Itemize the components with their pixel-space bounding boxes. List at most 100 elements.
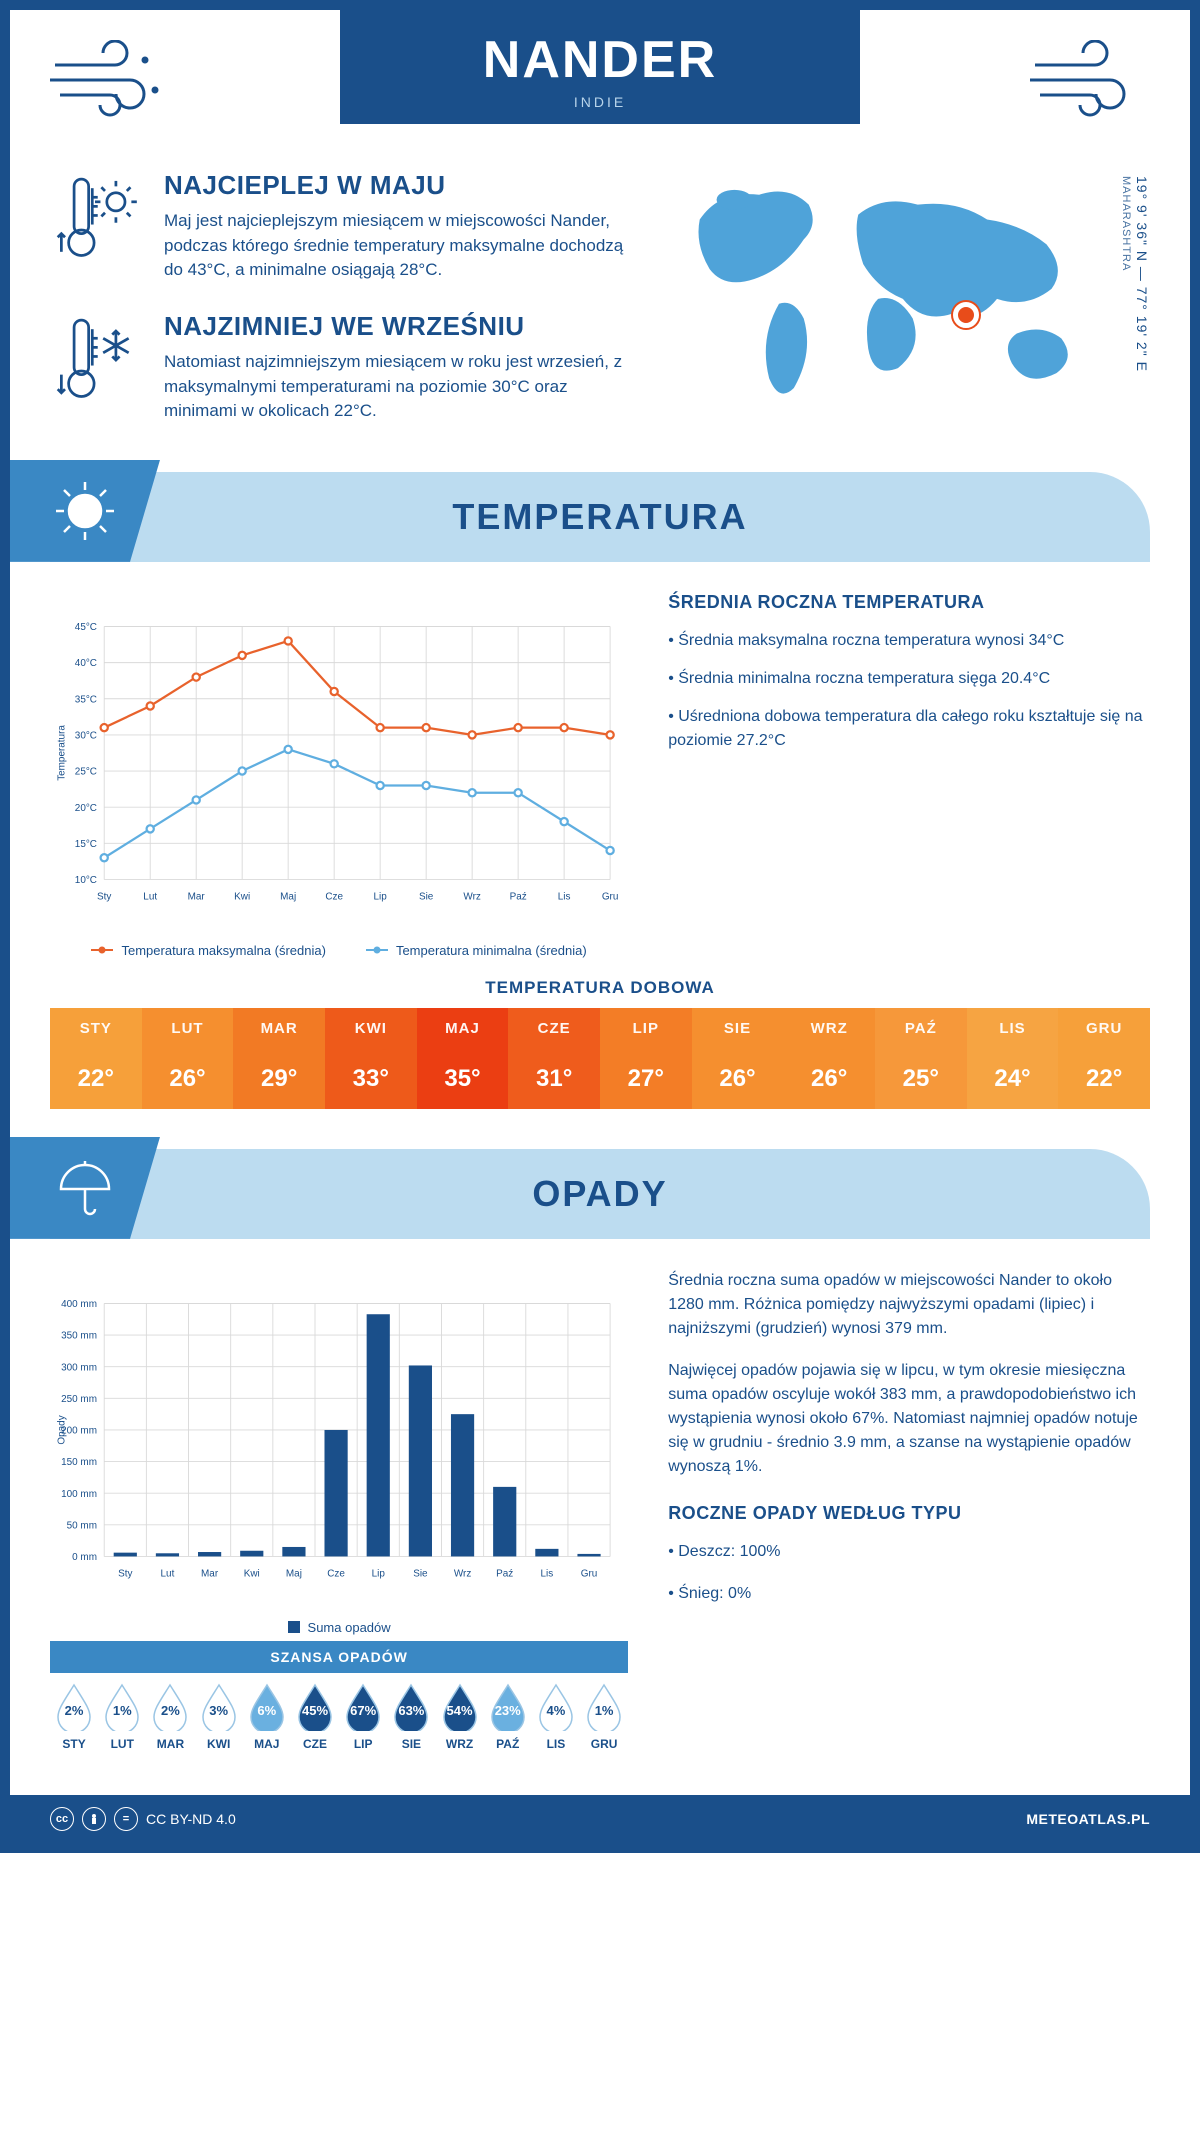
section-title: OPADY bbox=[532, 1173, 667, 1215]
daily-value: 22° bbox=[50, 1049, 142, 1109]
wind-icon bbox=[1025, 40, 1155, 125]
svg-text:Kwi: Kwi bbox=[244, 1568, 260, 1579]
fact-coldest: NAJZIMNIEJ WE WRZEŚNIU Natomiast najzimn… bbox=[50, 311, 640, 424]
svg-text:0 mm: 0 mm bbox=[72, 1552, 97, 1563]
svg-text:Paź: Paź bbox=[496, 1568, 513, 1579]
svg-text:30°C: 30°C bbox=[75, 730, 97, 741]
svg-text:100 mm: 100 mm bbox=[61, 1489, 97, 1500]
temp-summary: ŚREDNIA ROCZNA TEMPERATURA • Średnia mak… bbox=[668, 592, 1150, 958]
svg-text:Cze: Cze bbox=[327, 1568, 345, 1579]
svg-text:25°C: 25°C bbox=[75, 766, 97, 777]
daily-month: GRU bbox=[1058, 1008, 1150, 1049]
daily-month: MAJ bbox=[417, 1008, 509, 1049]
world-map bbox=[670, 170, 1106, 452]
daily-month: STY bbox=[50, 1008, 142, 1049]
daily-month: PAŹ bbox=[875, 1008, 967, 1049]
svg-text:Lis: Lis bbox=[558, 891, 571, 902]
fact-hot-title: NAJCIEPLEJ W MAJU bbox=[164, 170, 640, 201]
daily-value: 29° bbox=[233, 1049, 325, 1109]
daily-month: MAR bbox=[233, 1008, 325, 1049]
svg-text:250 mm: 250 mm bbox=[61, 1394, 97, 1405]
chance-cell: 1% GRU bbox=[580, 1683, 628, 1751]
svg-text:Lis: Lis bbox=[541, 1568, 554, 1579]
fact-hottest: NAJCIEPLEJ W MAJU Maj jest najcieplejszy… bbox=[50, 170, 640, 283]
daily-value: 26° bbox=[692, 1049, 784, 1109]
svg-text:Lut: Lut bbox=[161, 1568, 175, 1579]
chance-cell: 2% STY bbox=[50, 1683, 98, 1751]
daily-month: WRZ bbox=[783, 1008, 875, 1049]
chance-cell: 23% PAŹ bbox=[484, 1683, 532, 1751]
section-header-temperature: TEMPERATURA bbox=[50, 472, 1150, 562]
rain-chance-box: SZANSA OPADÓW 2% STY 1% LUT 2% MAR 3% bbox=[50, 1641, 628, 1755]
daily-month: LIP bbox=[600, 1008, 692, 1049]
precip-legend: Suma opadów bbox=[50, 1620, 628, 1635]
thermometer-sun-icon bbox=[50, 170, 140, 283]
svg-text:35°C: 35°C bbox=[75, 694, 97, 705]
license-text: CC BY-ND 4.0 bbox=[146, 1811, 236, 1827]
precip-summary: Średnia roczna suma opadów w miejscowośc… bbox=[668, 1269, 1150, 1755]
thermometer-snow-icon bbox=[50, 311, 140, 424]
fact-cold-body: Natomiast najzimniejszym miesiącem w rok… bbox=[164, 350, 640, 424]
svg-text:Maj: Maj bbox=[286, 1568, 302, 1579]
temp-fact: • Średnia maksymalna roczna temperatura … bbox=[668, 629, 1150, 653]
svg-text:Sty: Sty bbox=[118, 1568, 132, 1579]
chance-cell: 67% LIP bbox=[339, 1683, 387, 1751]
svg-text:Wrz: Wrz bbox=[454, 1568, 471, 1579]
chance-cell: 4% LIS bbox=[532, 1683, 580, 1751]
chance-cell: 1% LUT bbox=[98, 1683, 146, 1751]
svg-text:Cze: Cze bbox=[325, 891, 343, 902]
svg-text:Mar: Mar bbox=[201, 1568, 219, 1579]
title-banner: NANDER INDIE bbox=[340, 10, 860, 124]
temp-fact: • Średnia minimalna roczna temperatura s… bbox=[668, 667, 1150, 691]
section-header-precip: OPADY bbox=[50, 1149, 1150, 1239]
svg-text:Wrz: Wrz bbox=[463, 891, 480, 902]
section-title: TEMPERATURA bbox=[452, 496, 747, 538]
temp-legend: Temperatura maksymalna (średnia) Tempera… bbox=[50, 943, 628, 958]
svg-text:45°C: 45°C bbox=[75, 622, 97, 633]
svg-text:150 mm: 150 mm bbox=[61, 1457, 97, 1468]
chance-cell: 2% MAR bbox=[146, 1683, 194, 1751]
daily-value: 25° bbox=[875, 1049, 967, 1109]
intro-row: NAJCIEPLEJ W MAJU Maj jest najcieplejszy… bbox=[10, 170, 1190, 472]
cc-icon: cc bbox=[50, 1807, 74, 1831]
site-name: METEOATLAS.PL bbox=[1026, 1811, 1150, 1827]
svg-text:Sie: Sie bbox=[419, 891, 434, 902]
svg-text:Gru: Gru bbox=[602, 891, 619, 902]
chance-cell: 6% MAJ bbox=[243, 1683, 291, 1751]
daily-value: 35° bbox=[417, 1049, 509, 1109]
precip-type: • Deszcz: 100% bbox=[668, 1540, 1150, 1564]
svg-text:Sie: Sie bbox=[413, 1568, 428, 1579]
svg-text:Maj: Maj bbox=[280, 891, 296, 902]
daily-value: 26° bbox=[142, 1049, 234, 1109]
header: NANDER INDIE bbox=[10, 10, 1190, 170]
daily-value: 26° bbox=[783, 1049, 875, 1109]
daily-value: 31° bbox=[508, 1049, 600, 1109]
daily-month: SIE bbox=[692, 1008, 784, 1049]
svg-text:Lip: Lip bbox=[372, 1568, 386, 1579]
coordinates: 19° 9' 36" N — 77° 19' 2" E MAHARASHTRA bbox=[1118, 170, 1150, 452]
daily-month: LIS bbox=[967, 1008, 1059, 1049]
daily-month: CZE bbox=[508, 1008, 600, 1049]
svg-text:Mar: Mar bbox=[188, 891, 206, 902]
chance-cell: 3% KWI bbox=[195, 1683, 243, 1751]
fact-hot-body: Maj jest najcieplejszym miesiącem w miej… bbox=[164, 209, 640, 283]
daily-value: 24° bbox=[967, 1049, 1059, 1109]
wind-icon bbox=[45, 40, 175, 125]
daily-value: 27° bbox=[600, 1049, 692, 1109]
daily-value: 22° bbox=[1058, 1049, 1150, 1109]
chance-cell: 63% SIE bbox=[387, 1683, 435, 1751]
temperature-chart-row: 10°C15°C20°C25°C30°C35°C40°C45°CStyLutMa… bbox=[10, 562, 1190, 968]
page-subtitle: INDIE bbox=[340, 94, 860, 110]
fact-cold-title: NAJZIMNIEJ WE WRZEŚNIU bbox=[164, 311, 640, 342]
svg-text:Lip: Lip bbox=[374, 891, 388, 902]
daily-temp-title: TEMPERATURA DOBOWA bbox=[10, 978, 1190, 998]
svg-text:20°C: 20°C bbox=[75, 803, 97, 814]
chance-cell: 45% CZE bbox=[291, 1683, 339, 1751]
precip-bar-chart: 0 mm50 mm100 mm150 mm200 mm250 mm300 mm3… bbox=[50, 1269, 628, 1609]
temp-fact: • Uśredniona dobowa temperatura dla całe… bbox=[668, 705, 1150, 753]
precip-chart-row: 0 mm50 mm100 mm150 mm200 mm250 mm300 mm3… bbox=[10, 1239, 1190, 1765]
svg-text:Lut: Lut bbox=[143, 891, 157, 902]
svg-text:350 mm: 350 mm bbox=[61, 1331, 97, 1342]
svg-text:15°C: 15°C bbox=[75, 839, 97, 850]
svg-text:40°C: 40°C bbox=[75, 658, 97, 669]
